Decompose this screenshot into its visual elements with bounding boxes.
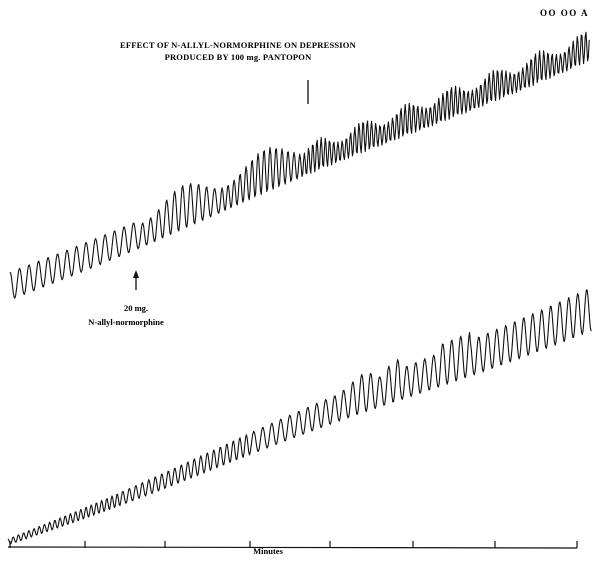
dose-drug-name: N-allyl-normorphine — [88, 317, 164, 327]
dose-arrow-head — [133, 270, 139, 278]
corner-tag: OO OO A — [540, 8, 589, 18]
time-axis — [7, 546, 578, 549]
upper-respiration-trace — [9, 31, 590, 299]
figure-title-line-2: PRODUCED BY 100 mg. PANTOPON — [165, 52, 313, 62]
time-axis-ticks — [9, 541, 578, 548]
lower-respiration-trace — [7, 289, 592, 545]
time-axis-label: Minutes — [253, 546, 283, 556]
dose-amount: 20 mg. — [124, 303, 148, 313]
figure-title-line-1: EFFECT OF N-ALLYL-NORMORPHINE ON DEPRESS… — [120, 40, 357, 50]
